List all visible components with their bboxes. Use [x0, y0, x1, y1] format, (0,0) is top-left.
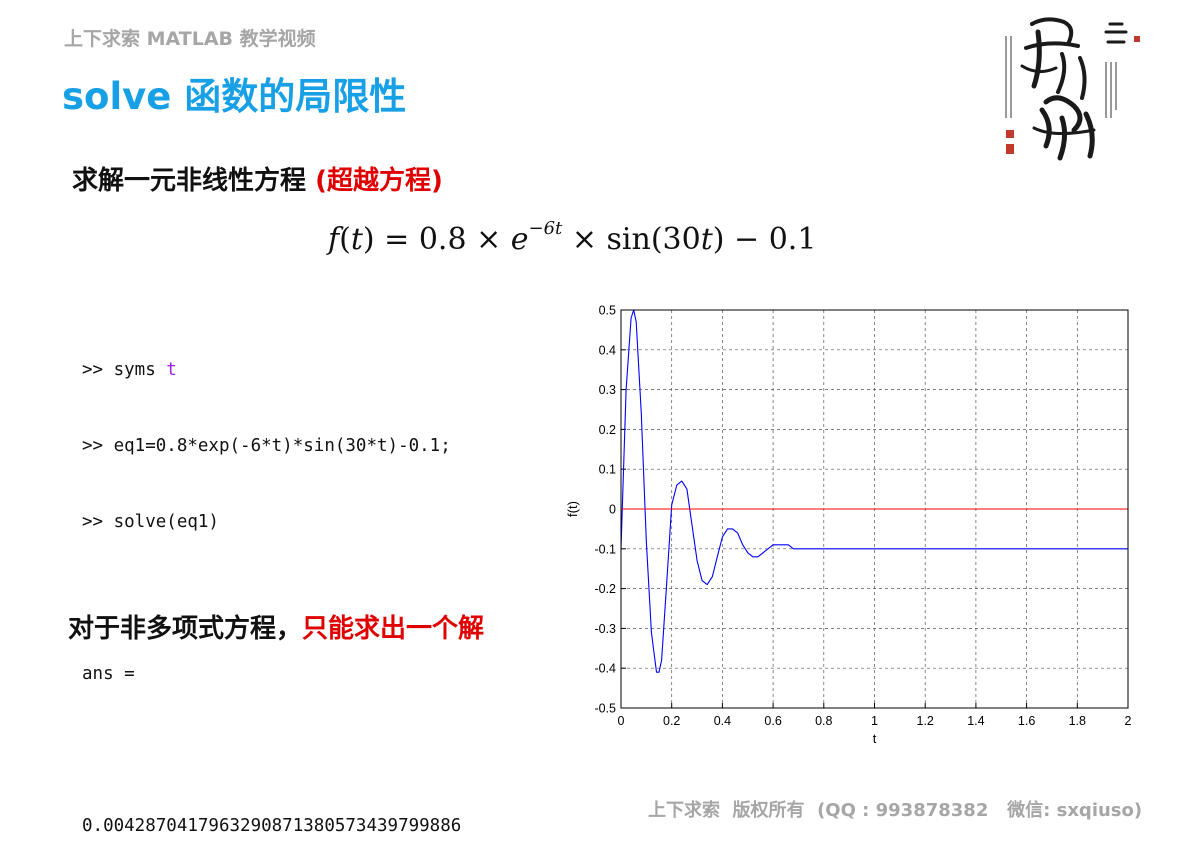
x-tick-label: 0.6	[764, 714, 781, 728]
heading-text: 求解一元非线性方程	[72, 166, 316, 196]
formula-rparen: )	[362, 222, 375, 257]
copyright-footer: 上下求索 版权所有 (QQ : 993878382 微信: sxqiuso)	[648, 800, 1143, 821]
y-tick-label: -0.5	[594, 702, 616, 716]
code-text: >> syms	[82, 360, 167, 380]
y-tick-label: 0.2	[599, 423, 616, 437]
x-tick-label: 0.4	[714, 714, 731, 728]
conclusion-highlight: 只能求出一个解	[302, 614, 485, 644]
y-tick-label: 0.4	[599, 343, 616, 357]
heading-highlight: (超越方程)	[315, 166, 443, 196]
code-line: ans =	[82, 664, 135, 684]
formula-t: t	[350, 222, 363, 257]
y-tick-label: 0.1	[599, 463, 616, 477]
y-tick-label: -0.3	[594, 622, 616, 636]
x-tick-label: 1	[871, 714, 878, 728]
formula-sin: × sin	[562, 222, 651, 257]
y-tick-label: -0.2	[594, 582, 616, 596]
plot-frame	[620, 309, 1129, 709]
formula-lparen-2: (	[650, 222, 663, 257]
code-line-result: 0.0042870417963290871380573439799886	[82, 816, 462, 836]
formula-coef: = 0.8 ×	[374, 222, 511, 257]
function-plot: 0 0.2 0.4 0.6 0.8 1 1.2 1.4 1.6 1.8 2 -0.5 -0.4 -0.3 -…	[565, 304, 1132, 747]
slide-title: solve 函数的局限性	[62, 75, 407, 118]
problem-heading: 求解一元非线性方程 (超越方程)	[72, 160, 443, 197]
x-axis-label: t	[873, 731, 877, 746]
x-tick-label: 0	[618, 714, 625, 728]
y-tick-label: -0.1	[594, 542, 616, 556]
code-line: >> eq1=0.8*exp(-6*t)*sin(30*t)-0.1;	[82, 436, 451, 456]
y-tick-label: 0.3	[599, 383, 616, 397]
formula-t-2: t	[700, 222, 713, 257]
code-line: >> solve(eq1)	[82, 512, 219, 532]
y-tick-label: -0.4	[594, 662, 616, 676]
conclusion-main: 对于非多项式方程，	[68, 614, 303, 644]
formula-thirty: 30	[662, 222, 701, 257]
formula-tail: − 0.1	[724, 222, 817, 257]
code-line	[82, 732, 461, 768]
equation: f(t) = 0.8 × e−6t × sin(30t) − 0.1	[328, 218, 817, 257]
matlab-code-block: >> syms t >> eq1=0.8*exp(-6*t)*sin(30*t)…	[82, 312, 461, 864]
series-title: 上下求索 MATLAB 教学视频	[64, 28, 316, 50]
formula-rparen-2: )	[712, 222, 725, 257]
x-tick-label: 1.2	[917, 714, 934, 728]
formula-lparen: (	[339, 222, 351, 257]
y-tick-label: 0.5	[599, 304, 616, 318]
formula-f: f	[328, 222, 340, 257]
code-variable: t	[166, 360, 177, 380]
y-axis-label: f(t)	[565, 501, 580, 517]
y-tick-label: 0	[609, 503, 616, 517]
series-line-ft	[620, 309, 1128, 673]
x-tick-label: 0.8	[815, 714, 832, 728]
x-tick-label: 1.8	[1069, 714, 1086, 728]
formula-exponent: −6t	[528, 218, 563, 239]
x-tick-label: 2	[1125, 714, 1132, 728]
x-tick-label: 0.2	[663, 714, 680, 728]
code-line: >> syms t	[82, 352, 461, 388]
calligraphy-logo	[1005, 17, 1140, 161]
x-tick-label: 1.4	[967, 714, 984, 728]
formula-e: e	[510, 222, 529, 257]
x-tick-label: 1.6	[1018, 714, 1035, 728]
conclusion-text: 对于非多项式方程，只能求出一个解	[68, 608, 484, 645]
